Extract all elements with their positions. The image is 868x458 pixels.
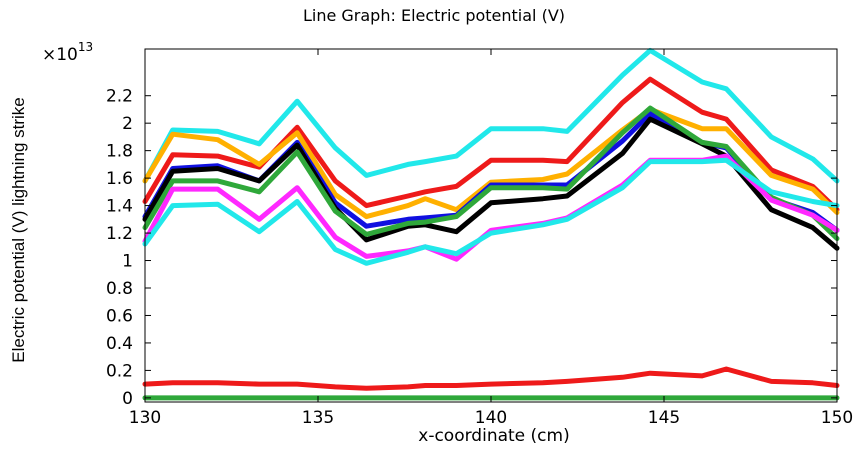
chart-title: Line Graph: Electric potential (V) (303, 6, 565, 25)
y-tick-label: 1.4 (106, 197, 133, 217)
y-tick-label: 0.6 (106, 306, 133, 326)
x-axis-label: x-coordinate (cm) (418, 426, 569, 446)
y-tick-label: 2 (122, 114, 133, 134)
x-tick-label: 130 (129, 408, 161, 428)
y-tick-label: 0 (122, 389, 133, 409)
y-axis-exponent: ×1013 (42, 40, 93, 65)
y-tick-label: 1 (122, 252, 133, 272)
y-axis-exponent-base: ×10 (42, 45, 78, 65)
series-line-green (142, 105, 840, 241)
y-tick-label: 0.4 (106, 334, 133, 354)
series-line-orange (142, 106, 840, 220)
y-axis-label: Electric potential (V) lightning strike (9, 97, 28, 363)
x-tick-label: 145 (648, 408, 680, 428)
y-axis-exponent-power: 13 (78, 40, 93, 54)
series-line-black (142, 116, 840, 251)
y-tick-label: 1.2 (106, 224, 133, 244)
y-tick-label: 0.8 (106, 279, 133, 299)
y-tick-label: 2.2 (106, 87, 133, 107)
x-tick-label: 150 (821, 408, 853, 428)
y-tick-label: 1.8 (106, 142, 133, 162)
y-tick-label: 0.2 (106, 361, 133, 381)
series-line-cyan-low (142, 157, 840, 266)
y-tick-label: 1.6 (106, 169, 133, 189)
series-line-red-low (142, 366, 840, 391)
x-tick-label: 135 (302, 408, 334, 428)
series-line-cyan-top (142, 47, 840, 184)
series-layer (142, 47, 840, 401)
series-line-magenta (142, 153, 840, 262)
tick-layer: 0 0.2 0.4 0.6 0.8 1 1.2 1.4 1.6 1.8 2 2.2 130 135 140 1… (106, 49, 853, 428)
x-tick-label: 140 (475, 408, 507, 428)
